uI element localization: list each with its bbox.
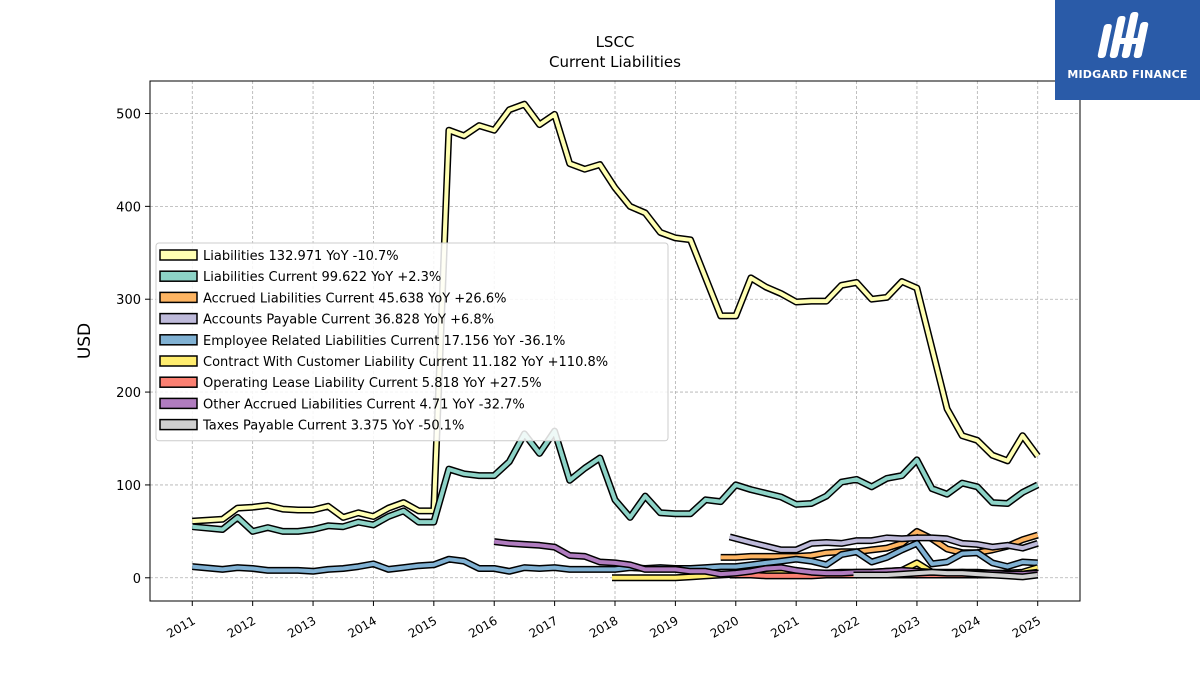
legend-swatch [159, 334, 198, 346]
legend-swatch [159, 355, 198, 367]
x-tick-label: 2013 [285, 613, 318, 640]
x-tick-label: 2019 [647, 613, 680, 640]
series-line [192, 541, 1038, 574]
legend-swatch [159, 270, 198, 282]
x-tick-label: 2015 [406, 613, 439, 640]
legend-entry: Liabilities Current 99.622 YoY +2.3% [203, 270, 441, 285]
y-tick-label: 200 [116, 386, 141, 401]
series-line [192, 429, 1039, 534]
series-line [853, 570, 1038, 579]
legend-swatch [159, 418, 198, 431]
y-tick-label: 300 [116, 293, 141, 308]
series-0 [192, 100, 1041, 525]
y-tick-label: 100 [116, 479, 141, 494]
legend-entry: Contract With Customer Liability Current… [203, 355, 608, 370]
x-tick-label: 2020 [708, 613, 741, 640]
series-line [720, 529, 1039, 560]
legend-swatch [159, 397, 198, 410]
x-tick-label: 2017 [527, 613, 560, 640]
y-tick-label: 400 [116, 200, 141, 215]
series-4 [191, 539, 1038, 575]
legend: Liabilities 132.971 YoY -10.7% Liabilitie… [155, 242, 669, 442]
chart-subtitle: Current Liabilities [549, 53, 681, 71]
brand-mark-icon [1097, 12, 1149, 58]
series-1 [191, 427, 1040, 535]
x-tick-label: 2021 [768, 613, 801, 640]
legend-entry: Liabilities 132.971 YoY -10.7% [203, 249, 399, 264]
x-tick-label: 2011 [164, 613, 197, 640]
x-tick-label: 2025 [1010, 613, 1043, 640]
series-group [191, 100, 1041, 582]
x-tick-label: 2022 [829, 613, 862, 640]
brand-name: MIDGARD FINANCE [1067, 68, 1188, 81]
legend-entry: Accounts Payable Current 36.828 YoY +6.8… [203, 313, 494, 328]
chart-title: LSCC [596, 33, 635, 51]
legend-swatch [159, 312, 198, 325]
legend-swatch [159, 291, 198, 304]
x-tick-label: 2024 [949, 613, 982, 640]
legend-entry: Accrued Liabilities Current 45.638 YoY +… [203, 291, 506, 306]
legend-swatch [159, 376, 198, 388]
legend-entry: Other Accrued Liabilities Current 4.71 Y… [203, 397, 525, 412]
series-8 [853, 568, 1039, 581]
legend-box [155, 242, 669, 442]
brand-logo: MIDGARD FINANCE [1055, 0, 1200, 100]
series-2 [720, 527, 1039, 561]
y-tick-label: 500 [116, 108, 141, 123]
series-3 [728, 533, 1039, 554]
legend-entry: Employee Related Liabilities Current 17.… [203, 334, 565, 349]
x-tick-label: 2014 [345, 613, 378, 640]
x-tick-label: 2023 [889, 613, 922, 640]
y-tick-label: 0 [133, 572, 141, 587]
y-axis-label: USD [75, 323, 95, 359]
legend-entry: Taxes Payable Current 3.375 YoY -50.1% [202, 419, 464, 434]
x-tick-label: 2012 [225, 613, 258, 640]
legend-swatch [159, 249, 198, 261]
x-tick-label: 2018 [587, 613, 620, 640]
x-tick-label: 2016 [466, 613, 499, 640]
series-line [192, 102, 1040, 524]
series-line [729, 534, 1039, 552]
legend-entry: Operating Lease Liability Current 5.818 … [203, 376, 542, 391]
